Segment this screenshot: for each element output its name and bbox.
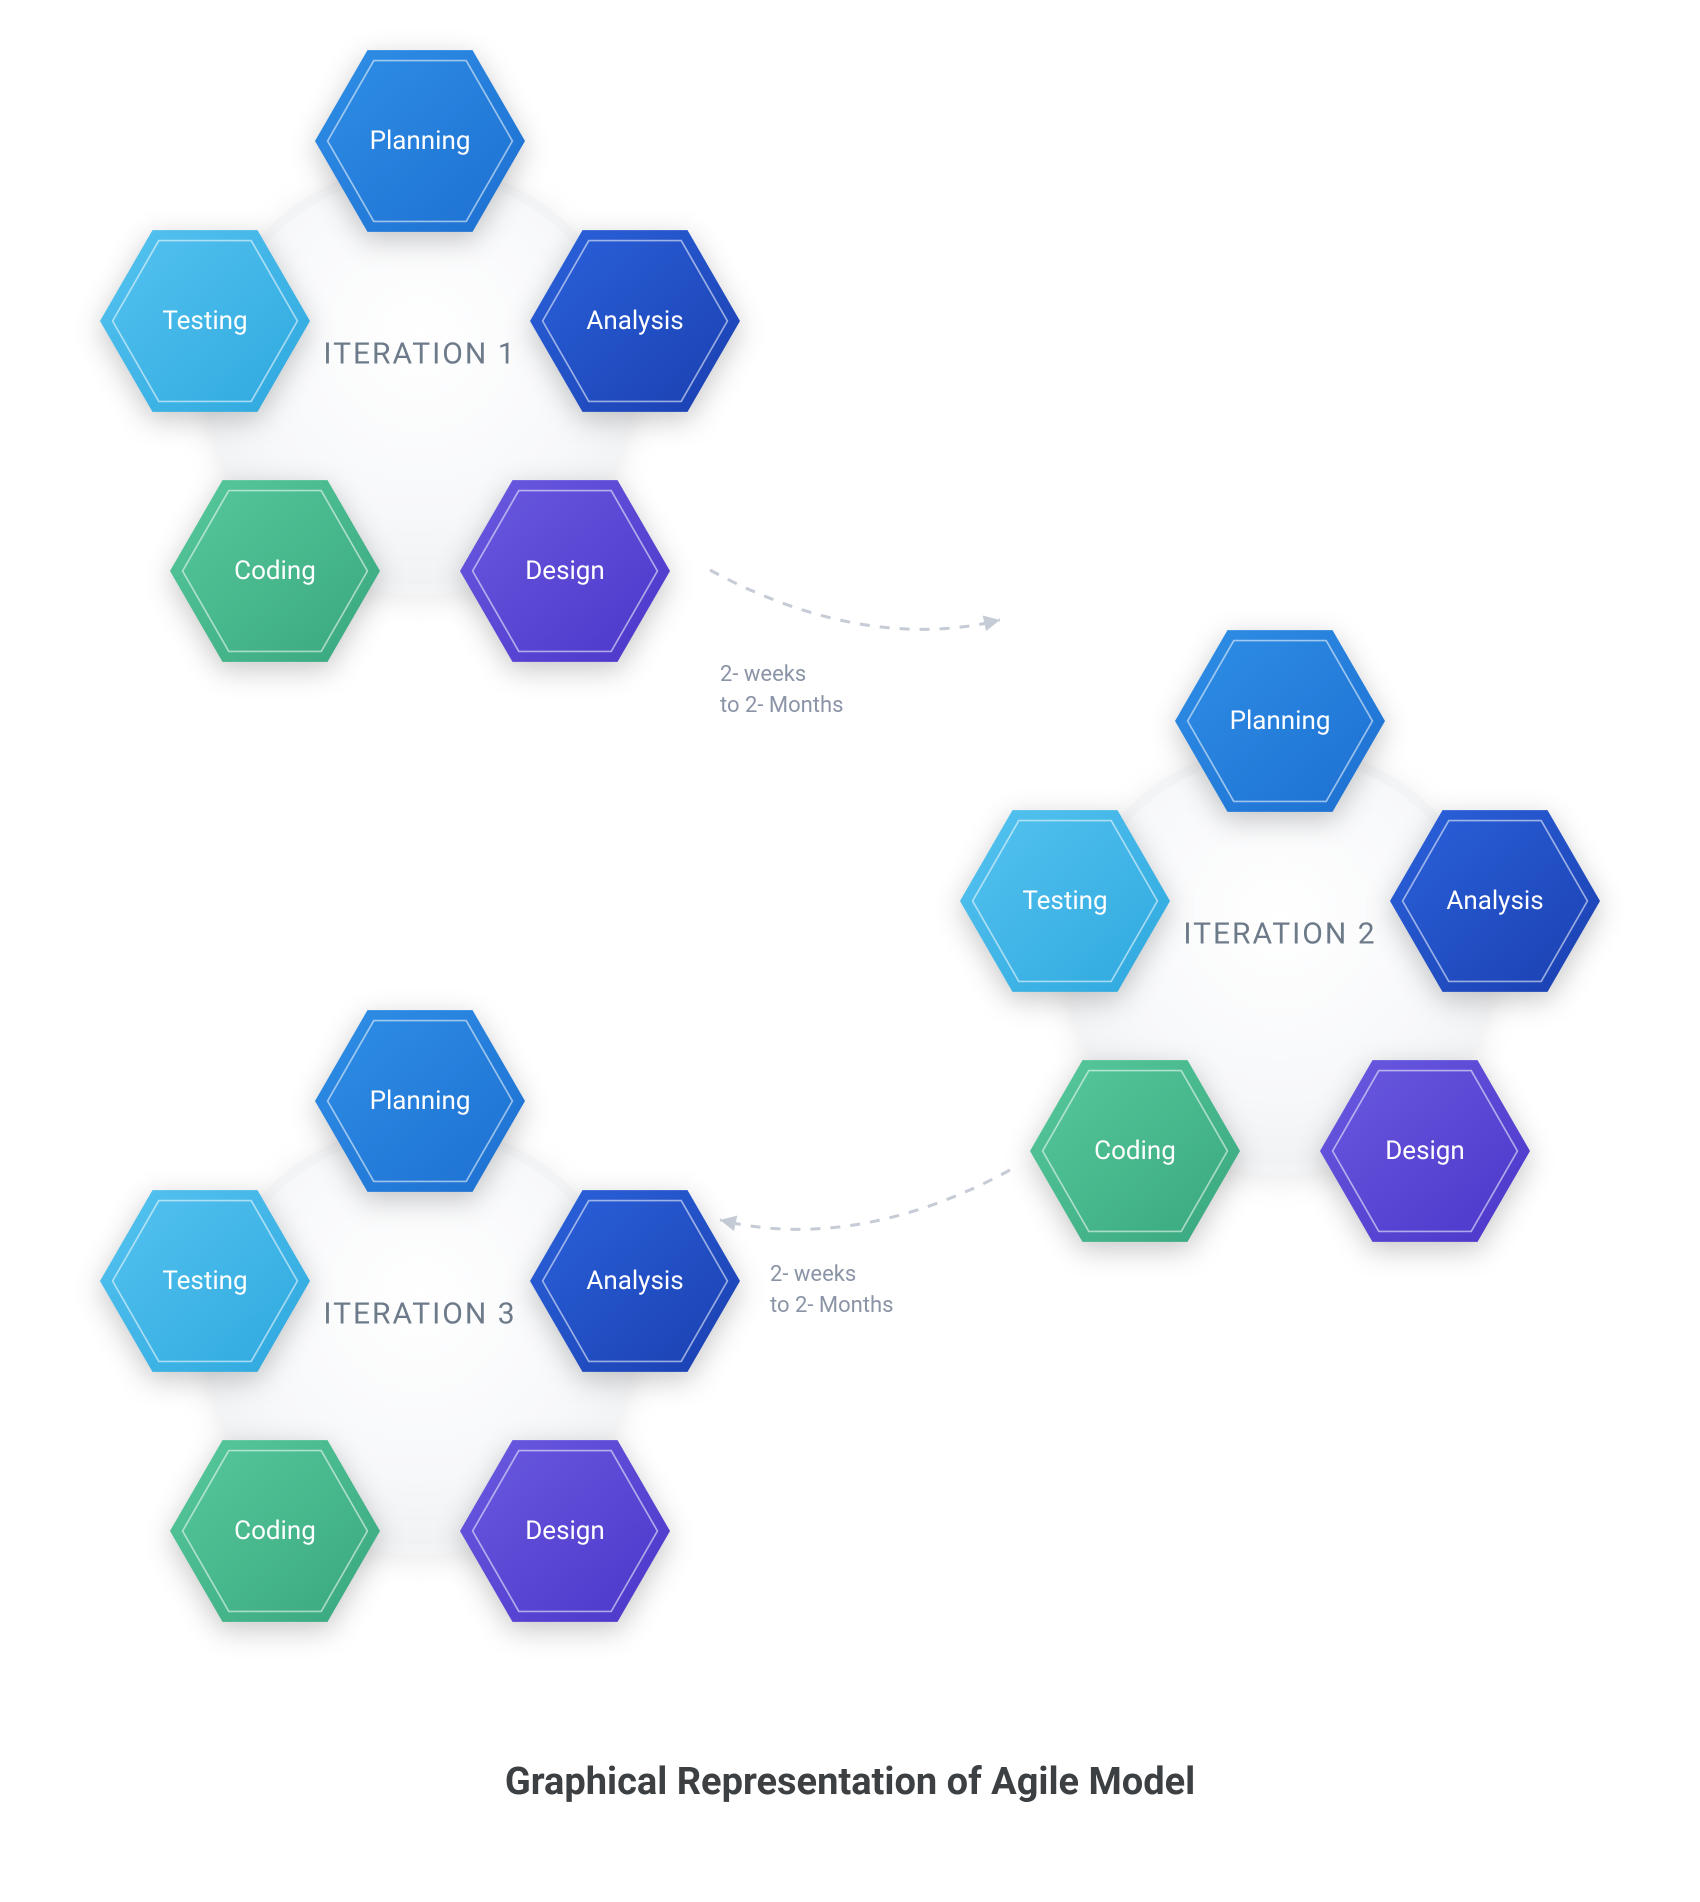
hex-testing-2: Testing — [960, 810, 1170, 992]
hex-design-2: Design — [1320, 1060, 1530, 1242]
hex-coding-2: Coding — [1030, 1060, 1240, 1242]
iteration-2-label: ITERATION 2 — [1183, 917, 1376, 952]
iteration-3-label: ITERATION 3 — [323, 1297, 516, 1332]
hex-analysis-2-label: Analysis — [1446, 886, 1543, 916]
hex-coding-2-label: Coding — [1094, 1136, 1176, 1166]
hex-design-2-label: Design — [1385, 1136, 1465, 1166]
hex-coding-3-label: Coding — [234, 1516, 316, 1546]
iteration-3: ITERATION 3 Planning Analysis Design Cod… — [100, 1020, 740, 1660]
hex-coding-label: Coding — [234, 556, 316, 586]
arrow-2-caption-line1: 2- weeks — [770, 1262, 856, 1287]
arrow-1-caption-line2: to 2- Months — [720, 693, 843, 718]
arrow-2-caption-line2: to 2- Months — [770, 1293, 893, 1318]
hex-coding-3: Coding — [170, 1440, 380, 1622]
hex-analysis-label: Analysis — [586, 306, 683, 336]
hex-testing-3: Testing — [100, 1190, 310, 1372]
iteration-2: ITERATION 2 Planning Analysis Design Cod… — [960, 640, 1600, 1280]
hex-design-3-label: Design — [525, 1516, 605, 1546]
arrow-2-caption: 2- weeks to 2- Months — [770, 1260, 893, 1322]
hex-analysis-3: Analysis — [530, 1190, 740, 1372]
hex-planning-3-label: Planning — [370, 1086, 471, 1116]
hex-testing-2-label: Testing — [1022, 886, 1107, 916]
hex-testing-3-label: Testing — [162, 1266, 247, 1296]
diagram-caption: Graphical Representation of Agile Model — [505, 1760, 1195, 1804]
hex-planning: Planning — [315, 50, 525, 232]
iteration-1: ITERATION 1 Planning Analysis Design Cod… — [100, 60, 740, 700]
hex-planning-2-label: Planning — [1230, 706, 1331, 736]
agile-model-diagram: ITERATION 1 Planning Analysis Design Cod… — [0, 0, 1700, 1902]
arrow-1-caption: 2- weeks to 2- Months — [720, 660, 843, 722]
hex-analysis-3-label: Analysis — [586, 1266, 683, 1296]
iteration-1-label: ITERATION 1 — [323, 337, 516, 372]
hex-design: Design — [460, 480, 670, 662]
hex-planning-label: Planning — [370, 126, 471, 156]
hex-planning-3: Planning — [315, 1010, 525, 1192]
hex-analysis-2: Analysis — [1390, 810, 1600, 992]
hex-coding: Coding — [170, 480, 380, 662]
arrow-1-caption-line1: 2- weeks — [720, 662, 806, 687]
hex-design-label: Design — [525, 556, 605, 586]
hex-design-3: Design — [460, 1440, 670, 1622]
hex-testing: Testing — [100, 230, 310, 412]
hex-analysis: Analysis — [530, 230, 740, 412]
hex-planning-2: Planning — [1175, 630, 1385, 812]
hex-testing-label: Testing — [162, 306, 247, 336]
